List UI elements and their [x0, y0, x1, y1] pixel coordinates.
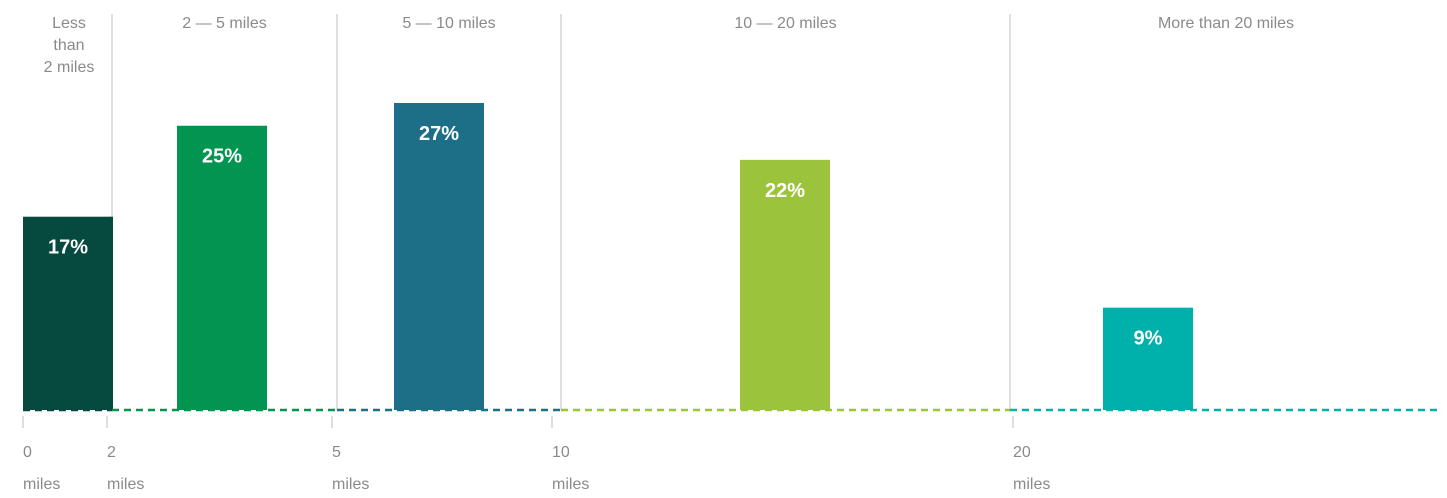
- bar: [740, 159, 830, 410]
- x-tick-label: 10 miles: [552, 444, 589, 493]
- bar: [177, 125, 267, 411]
- x-tick-label: 5 miles: [332, 444, 369, 493]
- bar: [23, 216, 113, 410]
- bar-value-label: 27%: [419, 123, 459, 145]
- category-label: 10 — 20 miles: [734, 15, 836, 32]
- category-label: 5 — 10 miles: [402, 15, 495, 32]
- bar: [1103, 307, 1193, 410]
- bar-value-label: 9%: [1134, 328, 1163, 350]
- bar-value-label: 22%: [765, 180, 805, 202]
- x-tick-label: 20 miles: [1013, 444, 1050, 493]
- bar-value-label: 25%: [202, 146, 242, 168]
- bar-value-label: 17%: [48, 237, 88, 259]
- x-tick-label: 2 miles: [107, 444, 144, 493]
- bar: [394, 103, 484, 410]
- x-tick-label: 0 miles: [23, 444, 60, 493]
- category-label: 2 — 5 miles: [182, 15, 266, 32]
- category-label: More than 20 miles: [1158, 15, 1294, 32]
- category-label: Less than 2 miles: [44, 15, 95, 76]
